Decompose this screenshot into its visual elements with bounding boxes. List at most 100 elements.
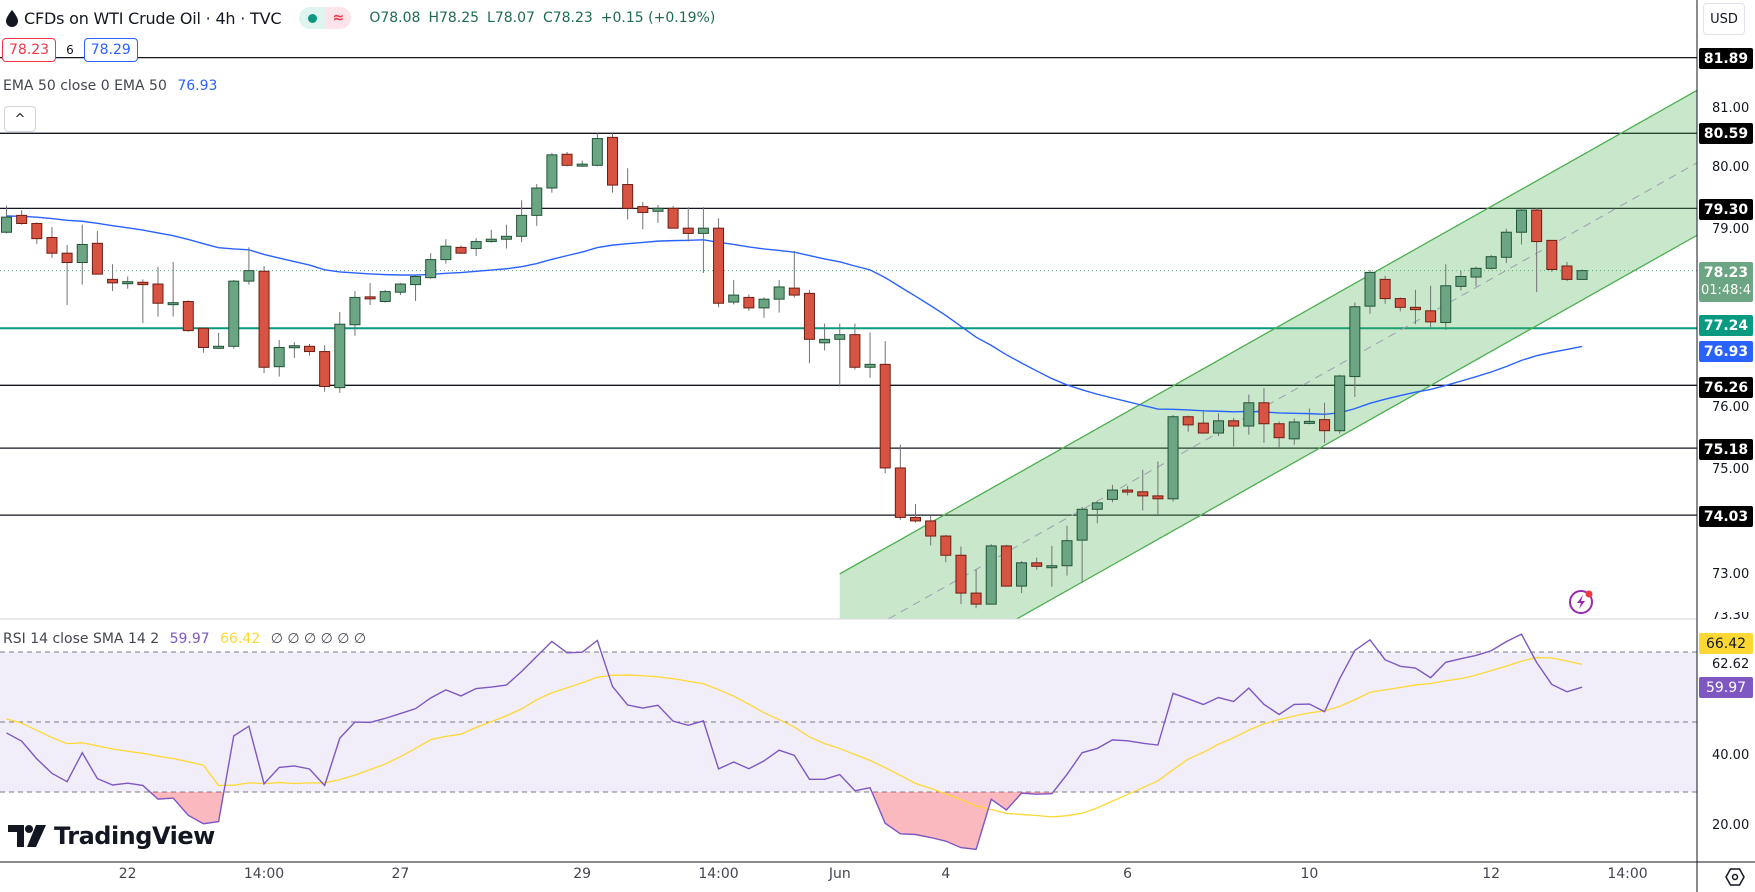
- candle: [697, 207, 709, 273]
- candle-body-down: [1546, 239, 1558, 270]
- candle: [1531, 208, 1543, 293]
- rsi-axis-label: 73.30: [1712, 612, 1750, 623]
- candle: [455, 245, 467, 254]
- settings-icon[interactable]: [1725, 868, 1745, 886]
- lightning-icon[interactable]: [1569, 590, 1593, 614]
- candle: [167, 261, 179, 317]
- candle: [122, 276, 134, 289]
- candle-body-down: [667, 207, 679, 229]
- rsi-legend-label: RSI 14 close SMA 14 2: [3, 631, 160, 647]
- candle-body-up: [394, 283, 406, 293]
- rsi-legend[interactable]: RSI 14 close SMA 14 2 59.97 66.42 ∅ ∅ ∅ …: [3, 631, 367, 647]
- status-pill[interactable]: ≈: [299, 7, 352, 29]
- candle-body-down: [1425, 310, 1437, 323]
- candle-body-up: [425, 259, 437, 279]
- candle-body-up: [728, 294, 740, 303]
- candle-body-down: [925, 520, 937, 537]
- time-axis-label: Jun: [828, 866, 851, 882]
- level-badge: 75.18: [1699, 439, 1753, 460]
- rsi-pane: [0, 633, 1697, 851]
- collapse-legend-button[interactable]: ^: [4, 106, 36, 132]
- droplet-icon: [6, 10, 18, 27]
- candle-body-up: [470, 241, 482, 250]
- candle-body-up: [1576, 270, 1588, 280]
- candle: [1000, 544, 1012, 587]
- candle: [1379, 275, 1391, 304]
- price-axis-label: 76.00: [1712, 400, 1750, 415]
- candle: [1394, 297, 1406, 312]
- candle: [910, 504, 921, 523]
- time-axis-label: 4: [941, 866, 951, 882]
- candle-body-up: [819, 338, 831, 344]
- candle: [849, 323, 861, 370]
- price-axis-label: 79.00: [1712, 222, 1750, 237]
- candle: [410, 275, 422, 301]
- ema-legend-value: 76.93: [177, 78, 218, 94]
- candle: [803, 289, 815, 364]
- candle: [1349, 302, 1361, 397]
- ema-legend[interactable]: EMA 50 close 0 EMA 50 76.93: [3, 78, 217, 94]
- candle-body-down: [788, 287, 800, 296]
- candle-body-up: [1, 216, 12, 233]
- candle: [925, 515, 937, 546]
- candle: [394, 282, 406, 296]
- candle-body-down: [258, 270, 270, 368]
- time-axis-label: 29: [573, 866, 592, 882]
- symbol-title[interactable]: CFDs on WTI Crude Oil · 4h · TVC: [24, 8, 282, 28]
- candle: [1288, 418, 1300, 445]
- buy-button[interactable]: 78.29: [83, 38, 138, 62]
- candle: [970, 569, 982, 609]
- candle: [591, 133, 603, 167]
- candle-body-up: [652, 207, 664, 212]
- candle: [940, 534, 952, 563]
- candle: [31, 222, 43, 244]
- candle-body-up: [500, 235, 512, 240]
- rsi-axis-label: 40.00: [1712, 748, 1750, 763]
- candle: [788, 250, 800, 298]
- candle-body-down: [682, 227, 694, 234]
- candle: [1546, 239, 1558, 272]
- horizontal-levels: [0, 56, 1697, 516]
- last-price: 78.23: [1703, 265, 1749, 281]
- candle-body-up: [1213, 420, 1224, 434]
- candle-body-up: [1349, 306, 1361, 378]
- tradingview-logo[interactable]: TradingView: [8, 822, 215, 850]
- candle: [531, 183, 543, 226]
- candle: [546, 153, 558, 193]
- candle-body-up: [410, 275, 422, 286]
- candle: [91, 231, 103, 275]
- candle-body-down: [182, 300, 194, 332]
- candle: [304, 343, 315, 356]
- candle-body-up: [76, 243, 88, 264]
- candle-body-down: [1319, 419, 1331, 432]
- close-value: C78.23: [542, 10, 593, 26]
- candle-body-up: [1076, 508, 1088, 541]
- price-axis-label: 81.00: [1712, 101, 1750, 117]
- level-badge: 74.03: [1699, 506, 1753, 527]
- candle-body-up: [1016, 562, 1028, 587]
- time-axis-label: 6: [1123, 866, 1133, 882]
- candle-body-down: [743, 296, 755, 309]
- level-badge: 76.26: [1699, 377, 1753, 398]
- candle: [1516, 208, 1527, 245]
- candle-body-down: [1228, 420, 1240, 427]
- candle: [213, 332, 225, 349]
- candle-body-up: [1061, 540, 1073, 567]
- candle-body-down: [1137, 491, 1149, 497]
- candle-body-down: [849, 334, 861, 368]
- currency-button[interactable]: USD: [1703, 3, 1745, 35]
- candle-body-up: [334, 323, 346, 389]
- candle-body-down: [1122, 489, 1134, 493]
- candle: [819, 323, 831, 351]
- candle-body-up: [985, 545, 997, 605]
- rsi-sma-badge: 66.42: [1699, 633, 1753, 654]
- candle-body-down: [1561, 265, 1573, 280]
- candle-body-down: [61, 252, 73, 264]
- candle: [379, 289, 391, 303]
- candle-body-down: [1152, 495, 1164, 500]
- candle-body-up: [1167, 416, 1179, 500]
- time-axis-label: 14:00: [243, 866, 285, 882]
- candle: [500, 224, 512, 249]
- sell-button[interactable]: 78.23: [2, 38, 57, 62]
